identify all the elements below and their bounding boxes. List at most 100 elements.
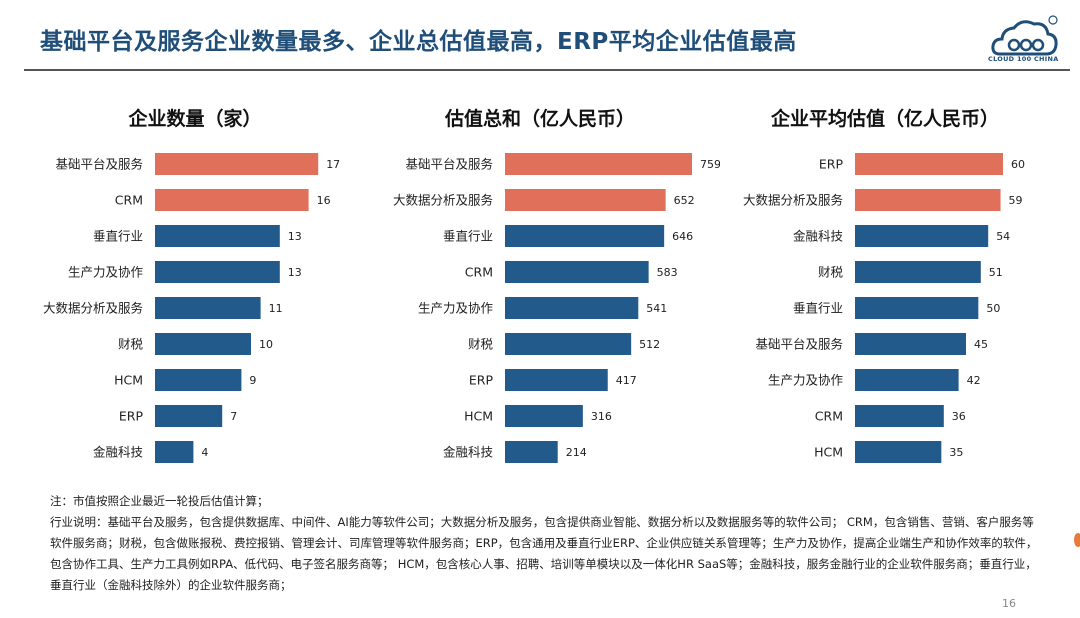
category-label: 大数据分析及服务	[743, 193, 843, 208]
category-label: 金融科技	[443, 445, 494, 460]
cloud100-logo-icon	[991, 15, 1058, 56]
category-label: 生产力及协作	[768, 373, 844, 388]
value-label: 54	[996, 230, 1010, 243]
footnote-line: 注：市值按照企业最近一轮投后估值计算；	[50, 494, 269, 508]
value-label: 417	[616, 374, 637, 387]
bar	[155, 225, 280, 247]
bar	[505, 189, 666, 211]
chart-title-total-valuation: 估值总和（亿人民币）	[444, 108, 635, 130]
bar	[855, 333, 966, 355]
category-label: 垂直行业	[793, 301, 843, 316]
category-label: ERP	[119, 409, 144, 424]
value-label: 60	[1011, 158, 1025, 171]
category-label: 财税	[118, 337, 144, 352]
value-label: 541	[646, 302, 667, 315]
category-label: 财税	[818, 265, 844, 280]
value-label: 583	[657, 266, 678, 279]
bar	[855, 261, 981, 283]
bar	[505, 261, 649, 283]
category-label: HCM	[114, 373, 143, 388]
value-label: 16	[317, 194, 331, 207]
category-label: 基础平台及服务	[55, 157, 143, 172]
footnote-line: 软件服务商；财税，包含做账报税、费控报销、管理会计、司库管理等软件服务商；ERP…	[50, 536, 1038, 550]
bar	[155, 333, 251, 355]
category-label: 财税	[468, 337, 494, 352]
value-label: 759	[700, 158, 720, 171]
value-label: 4	[201, 446, 208, 459]
bar	[505, 333, 632, 355]
bar	[855, 153, 1003, 175]
chart-count: 基础平台及服务 17 CRM 16 垂直行业 13 生产力及协作 13 大数据分析及服务 11 财税…	[43, 153, 340, 463]
bar	[505, 405, 583, 427]
category-label: 生产力及协作	[68, 265, 144, 280]
category-label: 垂直行业	[443, 229, 493, 244]
bar	[505, 297, 639, 319]
category-label: ERP	[819, 157, 844, 172]
category-label: ERP	[469, 373, 494, 388]
category-label: 垂直行业	[93, 229, 143, 244]
bar	[505, 369, 608, 391]
value-label: 17	[326, 158, 340, 171]
category-label: HCM	[814, 445, 843, 460]
category-label: 金融科技	[93, 445, 144, 460]
category-label: CRM	[815, 409, 843, 424]
value-label: 51	[989, 266, 1003, 279]
value-label: 10	[259, 338, 273, 351]
footnote-line: 包含协作工具、生产力工具例如RPA、低代码、电子签名服务商等； HCM，包含核心…	[50, 557, 1037, 571]
value-label: 11	[269, 302, 283, 315]
bar	[855, 369, 959, 391]
footnote-line: 行业说明：基础平台及服务，包含提供数据库、中间件、AI能力等软件公司；大数据分析…	[50, 515, 1034, 529]
value-label: 35	[949, 446, 963, 459]
bar	[855, 405, 944, 427]
footnote-line: 垂直行业（金融科技除外）的企业软件服务商；	[50, 578, 292, 592]
bar	[505, 225, 665, 247]
value-label: 316	[591, 410, 612, 423]
value-label: 36	[952, 410, 966, 423]
value-label: 214	[566, 446, 587, 459]
bar	[505, 441, 558, 463]
value-label: 59	[1009, 194, 1023, 207]
category-label: 基础平台及服务	[405, 157, 493, 172]
bar	[155, 153, 319, 175]
value-label: 7	[230, 410, 237, 423]
chart-title-average-valuation: 企业平均估值（亿人民币）	[770, 108, 999, 130]
bar	[855, 189, 1001, 211]
page-title: 基础平台及服务企业数量最多、企业总估值最高，ERP平均企业估值最高	[40, 29, 797, 55]
bar	[505, 153, 692, 175]
category-label: CRM	[465, 265, 493, 280]
value-label: 646	[672, 230, 693, 243]
bar	[155, 261, 280, 283]
chart-panel-count: 企业数量（家） 基础平台及服务 17 CRM 16 垂直行业 13 生产力及协作 13 大数据分…	[30, 104, 360, 474]
value-label: 9	[249, 374, 256, 387]
value-label: 512	[639, 338, 660, 351]
bar	[155, 189, 309, 211]
chart-panel-total-valuation: 估值总和（亿人民币） 基础平台及服务 759 大数据分析及服务 652 垂直行业 646 C…	[375, 104, 720, 474]
category-label: HCM	[464, 409, 493, 424]
chart-total-valuation: 基础平台及服务 759 大数据分析及服务 652 垂直行业 646 CRM 583 生产力及协作…	[393, 153, 720, 463]
edge-decoration	[1074, 533, 1080, 547]
footnotes: 注：市值按照企业最近一轮投后估值计算； 行业说明：基础平台及服务，包含提供数据库…	[50, 491, 1050, 596]
logo-text: CLOUD 100 CHINA	[988, 55, 1059, 63]
title-divider	[24, 69, 1070, 71]
category-label: 金融科技	[793, 229, 844, 244]
page-number: 16	[1002, 597, 1016, 610]
bar	[155, 405, 223, 427]
category-label: 生产力及协作	[418, 301, 494, 316]
category-label: 大数据分析及服务	[43, 301, 143, 316]
value-label: 652	[674, 194, 695, 207]
bar	[155, 369, 242, 391]
value-label: 42	[967, 374, 981, 387]
bar	[855, 297, 979, 319]
value-label: 45	[974, 338, 988, 351]
bar	[155, 297, 261, 319]
bar	[155, 441, 194, 463]
value-label: 50	[986, 302, 1000, 315]
chart-panel-average-valuation: 企业平均估值（亿人民币） ERP 60 大数据分析及服务 59 金融科技 54 财税 51 垂直…	[720, 104, 1050, 474]
bar	[855, 441, 942, 463]
value-label: 13	[288, 230, 302, 243]
value-label: 13	[288, 266, 302, 279]
category-label: 大数据分析及服务	[393, 193, 493, 208]
category-label: CRM	[115, 193, 143, 208]
chart-title-count: 企业数量（家）	[128, 108, 262, 130]
bar	[855, 225, 989, 247]
